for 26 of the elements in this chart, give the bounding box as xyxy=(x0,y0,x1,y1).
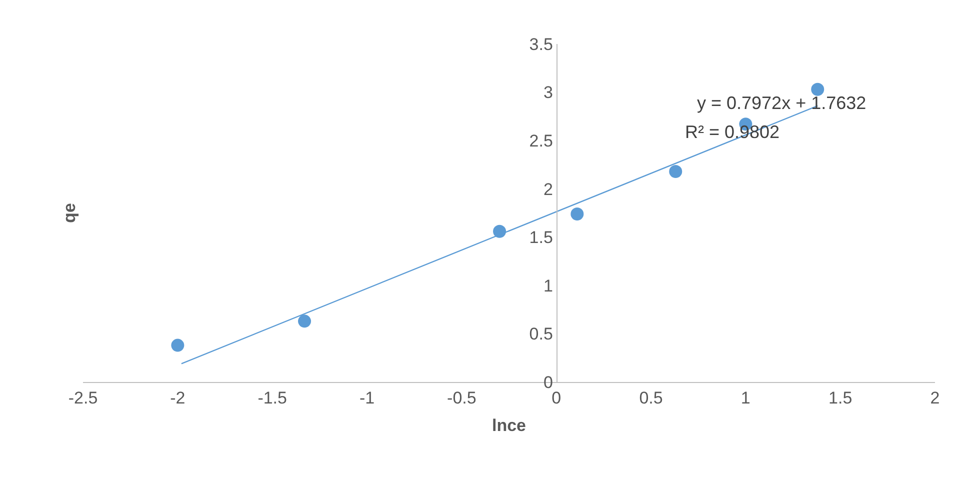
x-tick-label: 2 xyxy=(930,388,940,408)
y-tick-label: 0 xyxy=(543,372,553,392)
point xyxy=(570,207,584,220)
point xyxy=(493,224,506,238)
point xyxy=(298,314,312,328)
point xyxy=(811,82,824,96)
x-tick-label: -1 xyxy=(359,388,375,408)
x-tick-label: -2.5 xyxy=(68,388,98,408)
y-tick-label: 3.5 xyxy=(529,34,553,54)
x-tick-label: 1.5 xyxy=(828,388,852,408)
annotation: y = 0.7972x + 1.7632 xyxy=(697,93,866,113)
y-tick-label: 2 xyxy=(543,180,553,199)
point xyxy=(171,338,184,352)
x-tick-label: 1 xyxy=(740,388,750,408)
x-tick-label: -2 xyxy=(170,388,186,408)
y-tick-label: 1 xyxy=(543,276,553,296)
y-tick-label: 2.5 xyxy=(529,132,553,151)
y-tick-label: 1.5 xyxy=(529,228,553,248)
x-tick-label: -0.5 xyxy=(447,388,476,408)
x-tick-label: -1.5 xyxy=(258,388,287,408)
x-tick-label: 0.5 xyxy=(639,388,663,408)
point xyxy=(669,164,682,178)
y-tick-label: 3 xyxy=(543,83,553,102)
x-axis-title: lnce xyxy=(492,416,526,435)
y-tick-label: 0.5 xyxy=(529,324,553,344)
y-axis-title: qe xyxy=(60,203,79,223)
